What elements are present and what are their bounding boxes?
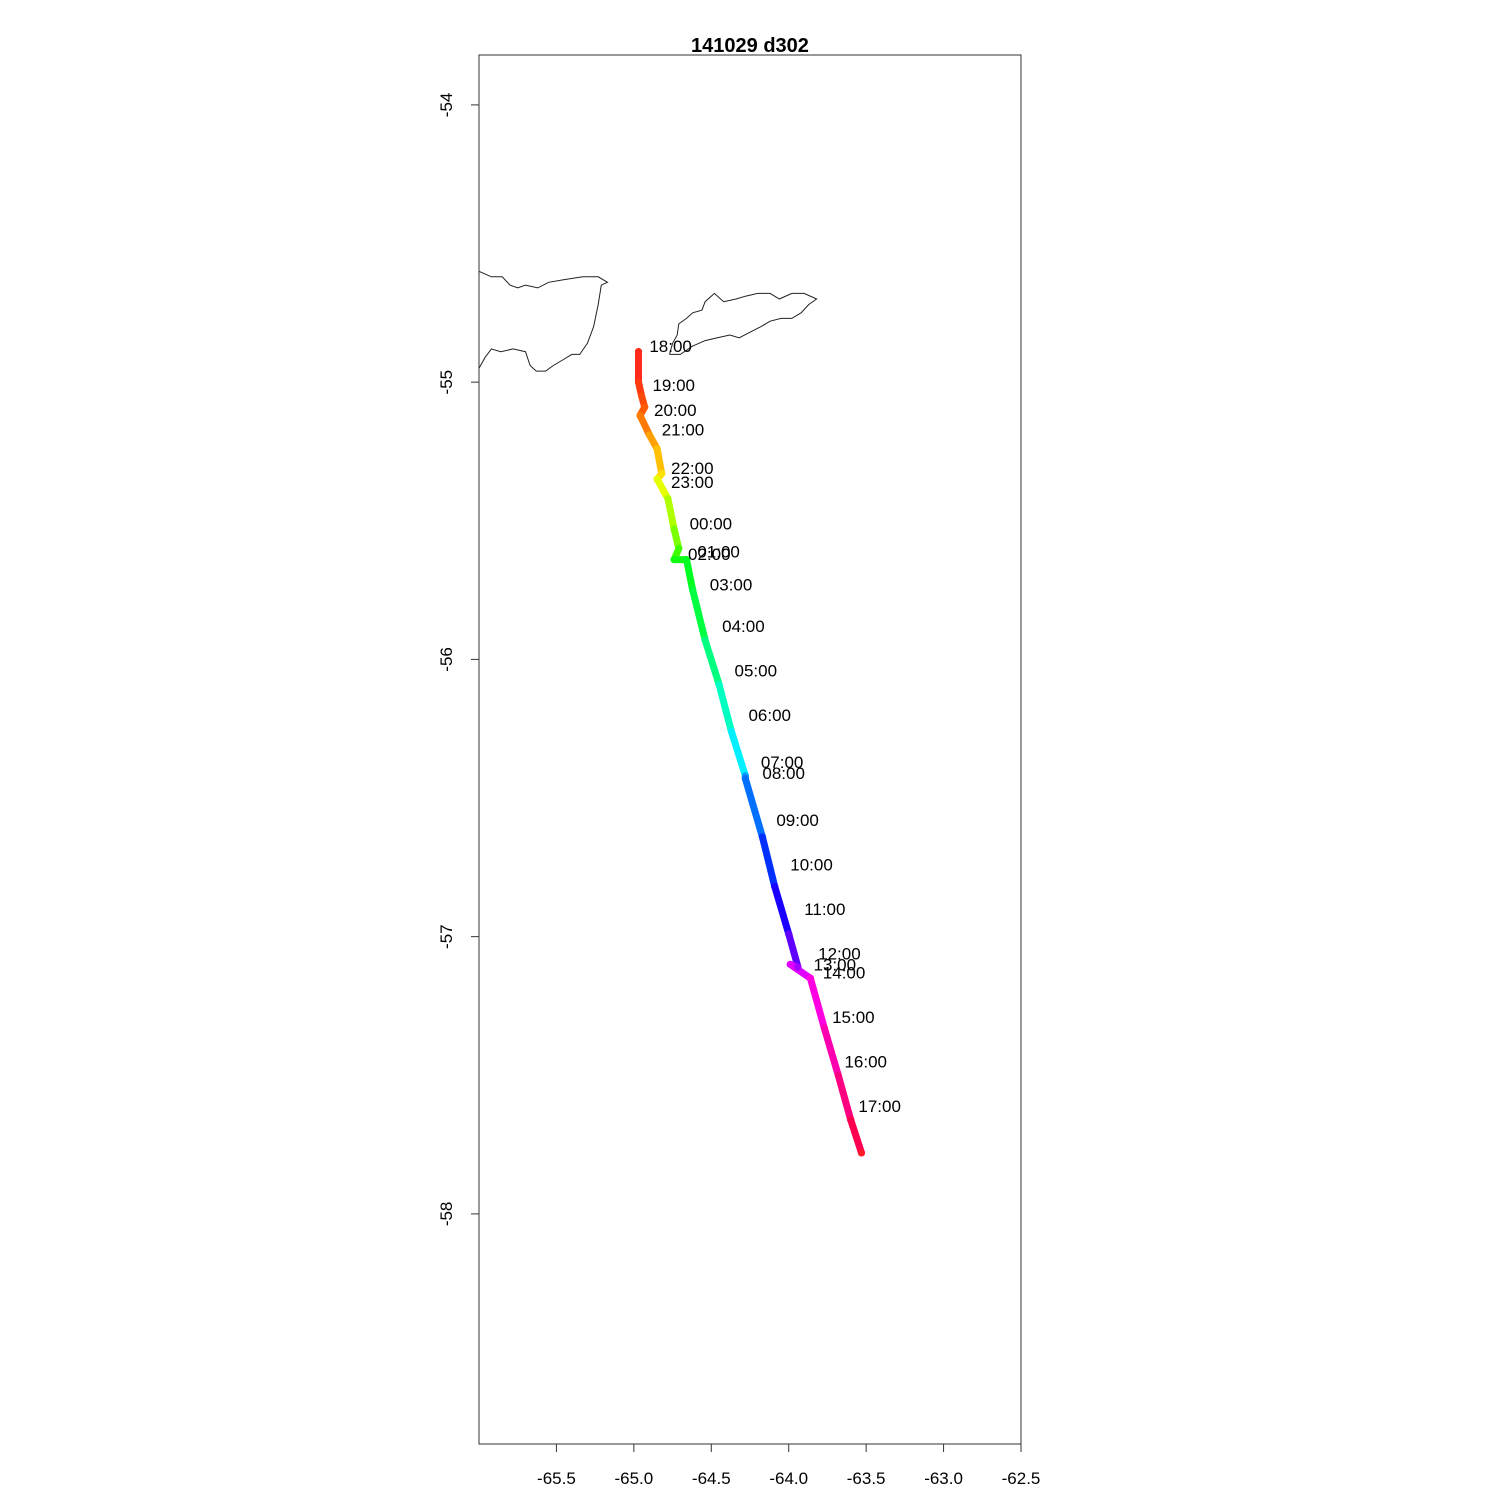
coastline-layer xyxy=(479,270,818,372)
track-segment xyxy=(701,636,723,688)
track-point xyxy=(834,1071,842,1079)
x-tick-label: -64.0 xyxy=(769,1469,808,1488)
hour-label: 02:00 xyxy=(688,545,731,564)
track-segment xyxy=(758,833,779,891)
hour-label: 08:00 xyxy=(762,764,805,783)
track-point xyxy=(682,555,691,564)
track-segment xyxy=(847,1116,865,1157)
track-segment xyxy=(834,1071,855,1124)
track-point xyxy=(741,775,749,783)
track-segment xyxy=(741,775,766,841)
track-point xyxy=(857,1149,866,1157)
hour-label: 15:00 xyxy=(832,1008,875,1027)
track-segment xyxy=(727,727,749,780)
x-tick-label: -65.0 xyxy=(614,1469,653,1488)
track-point xyxy=(670,555,678,564)
track-segment xyxy=(786,960,814,982)
x-tick-label: -63.0 xyxy=(924,1469,963,1488)
hour-label: 11:00 xyxy=(804,900,845,919)
track-point xyxy=(638,392,646,400)
map-title: 141029 d302 xyxy=(691,35,809,57)
y-tick-label: -58 xyxy=(437,1202,456,1227)
track-point xyxy=(701,636,709,644)
track-point xyxy=(785,930,793,938)
track-point xyxy=(664,494,672,503)
track-point xyxy=(794,963,802,971)
track-point xyxy=(727,727,736,736)
track-segment xyxy=(785,930,802,971)
hour-label: 10:00 xyxy=(790,856,833,875)
hour-label: 23:00 xyxy=(671,473,714,492)
track-point xyxy=(771,883,779,891)
x-tick-label: -64.5 xyxy=(692,1469,731,1488)
hour-label: 17:00 xyxy=(858,1097,901,1116)
track-point xyxy=(653,445,661,453)
y-tick-label: -55 xyxy=(437,370,456,395)
track-point xyxy=(641,403,649,411)
track-segment xyxy=(715,680,735,735)
track-point xyxy=(634,378,643,386)
track-point xyxy=(786,960,794,968)
hour-label: 00:00 xyxy=(690,515,733,534)
track-point xyxy=(715,680,723,688)
track-segment xyxy=(653,445,666,478)
track-point xyxy=(689,586,697,594)
hour-label: 06:00 xyxy=(748,706,791,725)
track-segment xyxy=(820,1024,842,1079)
hour-label: 03:00 xyxy=(710,576,753,595)
x-tick-label: -63.5 xyxy=(847,1469,886,1488)
x-tick-label: -65.5 xyxy=(537,1469,576,1488)
track-point xyxy=(806,974,814,982)
track-point xyxy=(653,475,661,483)
hour-label: 16:00 xyxy=(844,1052,887,1071)
track-point xyxy=(658,470,666,478)
y-tick-label: -57 xyxy=(437,924,456,949)
y-axis: -54 -55 -56 -57 -58 xyxy=(437,93,480,1227)
track-point xyxy=(670,525,678,533)
track-segment xyxy=(806,974,828,1032)
y-tick-label: -54 xyxy=(437,93,456,118)
hour-label: 18:00 xyxy=(649,337,692,356)
track-segment xyxy=(683,556,697,594)
track-segment xyxy=(653,475,672,503)
track-segment xyxy=(771,883,793,938)
hour-label: 07:00 xyxy=(761,753,804,772)
x-tick-label: -62.5 xyxy=(1002,1469,1041,1488)
track-segment xyxy=(689,586,709,644)
track-point xyxy=(847,1116,855,1124)
track-point xyxy=(820,1024,828,1032)
plot-frame xyxy=(478,54,1022,1445)
x-axis: -65.5 -65.0 -64.5 -64.0 -63.5 -63.0 -62.5 xyxy=(537,1443,1041,1488)
hour-label: 12:00 xyxy=(818,944,861,963)
hour-label: 22:00 xyxy=(671,459,714,478)
hour-label: 20:00 xyxy=(654,401,697,420)
track-point xyxy=(758,833,766,841)
hour-label: 05:00 xyxy=(735,661,778,680)
hour-label: 09:00 xyxy=(776,811,819,830)
hour-label: 19:00 xyxy=(652,376,695,395)
track-segment xyxy=(664,495,678,533)
ship-track-layer xyxy=(634,348,866,1157)
hour-label: 01:00 xyxy=(697,542,740,561)
hour-label: 21:00 xyxy=(662,420,705,439)
coast-east-line xyxy=(669,292,818,355)
coast-west-line xyxy=(479,270,609,372)
hour-label: 14:00 xyxy=(823,964,866,983)
track-point xyxy=(634,348,643,356)
y-tick-label: -56 xyxy=(437,647,456,672)
track-point xyxy=(645,431,653,439)
track-point xyxy=(675,544,683,553)
track-point xyxy=(636,411,644,420)
hour-label: 04:00 xyxy=(722,617,765,636)
hour-label: 13:00 xyxy=(813,955,856,974)
